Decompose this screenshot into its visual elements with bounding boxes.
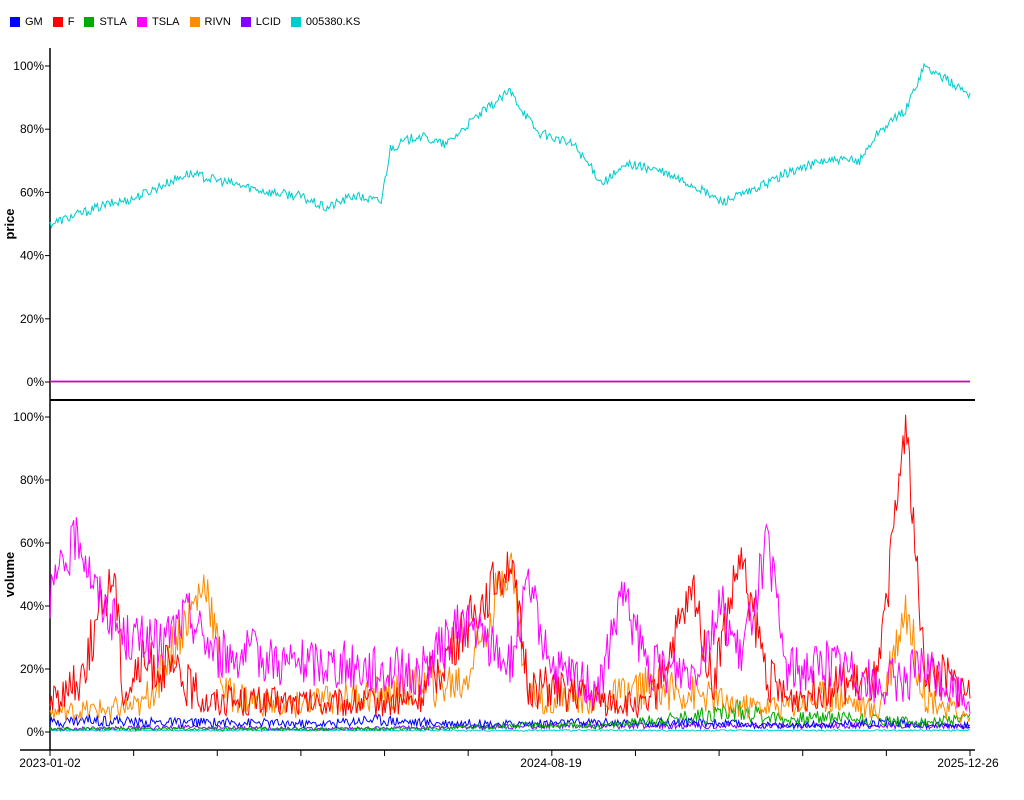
legend-item: LCID	[240, 16, 281, 28]
y-tick-label: 20%	[20, 662, 44, 676]
y-tick-label: 80%	[20, 473, 44, 487]
series-line-f	[49, 414, 971, 718]
y-tick-label: 40%	[20, 599, 44, 613]
chart-legend: GM F STLA TSLA RIVN LCID 005380.KS	[10, 16, 370, 28]
legend-label: TSLA	[151, 16, 180, 28]
legend-label: F	[67, 16, 75, 28]
series-line-tsla	[49, 517, 971, 714]
series-line-005380ks	[49, 728, 971, 732]
series-line-rivn	[49, 552, 971, 724]
legend-item: GM	[10, 16, 43, 28]
legend-item: STLA	[84, 16, 127, 28]
legend-label: GM	[25, 16, 43, 28]
legend-swatch	[52, 17, 63, 27]
y-tick-label: 100%	[13, 410, 44, 424]
y-tick-label: 40%	[20, 249, 44, 263]
legend-label: 005380.KS	[305, 16, 361, 28]
y-tick-label: 0%	[27, 375, 45, 389]
y-tick-label: 20%	[20, 312, 44, 326]
legend-swatch	[290, 17, 301, 27]
x-tick-label: 2025-12-26	[937, 756, 999, 770]
legend-swatch	[240, 17, 251, 27]
legend-label: RIVN	[204, 16, 231, 28]
legend-item: F	[52, 16, 75, 28]
y-tick-label: 60%	[20, 536, 44, 550]
y-axis-title: price	[2, 208, 17, 239]
y-axis-title: volume	[2, 552, 17, 598]
legend-label: STLA	[99, 16, 127, 28]
legend-item: RIVN	[189, 16, 231, 28]
legend-item: TSLA	[136, 16, 180, 28]
legend-swatch	[189, 17, 200, 27]
series-line-gm	[49, 712, 971, 731]
series-line-stla	[49, 698, 971, 732]
y-tick-label: 80%	[20, 122, 44, 136]
legend-swatch	[10, 17, 20, 27]
series-line-005380ks	[49, 62, 971, 230]
x-tick-label: 2024-08-19	[520, 756, 582, 770]
y-tick-label: 100%	[13, 59, 44, 73]
legend-swatch	[84, 17, 95, 27]
y-tick-label: 0%	[27, 725, 45, 739]
legend-swatch	[136, 17, 147, 27]
legend-label: LCID	[255, 16, 281, 28]
x-tick-label: 2023-01-02	[19, 756, 81, 770]
y-tick-label: 60%	[20, 185, 44, 199]
legend-item: 005380.KS	[290, 16, 361, 28]
